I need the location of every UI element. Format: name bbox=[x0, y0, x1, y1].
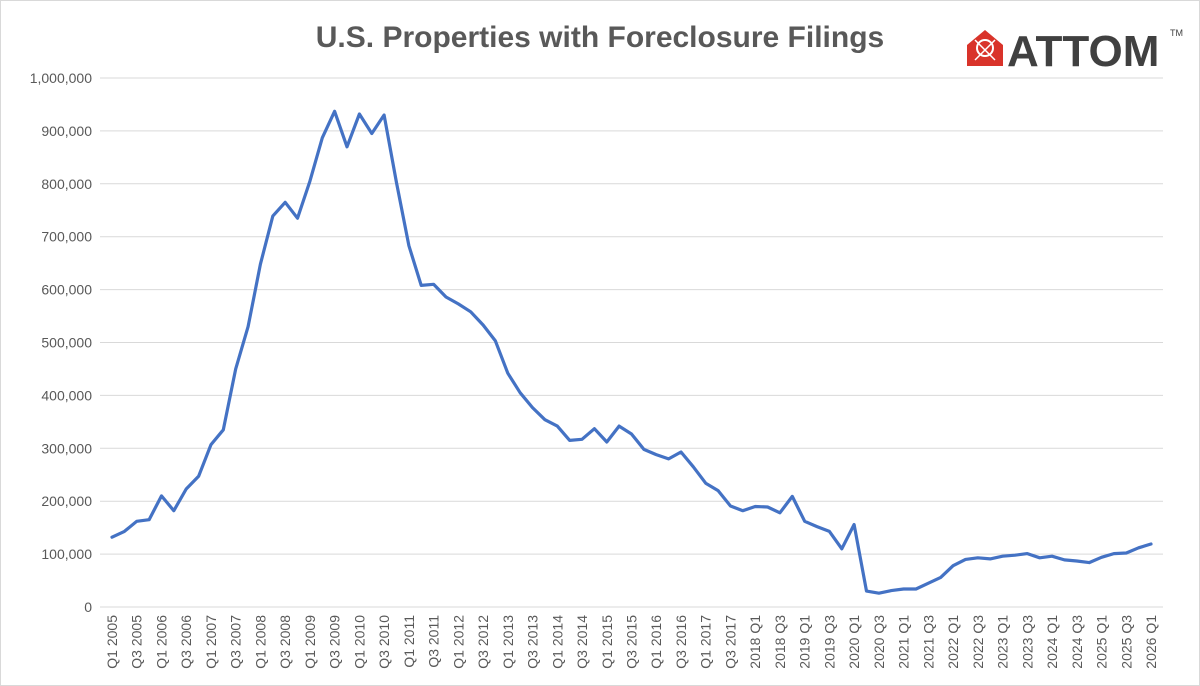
x-tick-label: 2023 Q1 bbox=[995, 615, 1011, 669]
y-tick-label: 1,000,000 bbox=[30, 70, 92, 86]
x-tick-label: Q3 2005 bbox=[129, 615, 145, 669]
gridlines bbox=[100, 77, 1163, 608]
x-tick-label: 2021 Q1 bbox=[896, 615, 912, 669]
x-tick-label: Q1 2011 bbox=[401, 615, 417, 668]
x-tick-label: 2018 Q1 bbox=[747, 615, 763, 669]
x-tick-label: 2021 Q3 bbox=[920, 615, 936, 669]
x-tick-label: Q1 2009 bbox=[302, 615, 318, 669]
x-tick-label: Q3 2008 bbox=[277, 615, 293, 669]
attom-logo-text: ATTOM bbox=[1007, 27, 1159, 76]
x-tick-label: 2018 Q3 bbox=[772, 615, 788, 669]
x-tick-label: Q3 2010 bbox=[376, 615, 392, 669]
x-tick-label: Q3 2009 bbox=[327, 615, 343, 669]
x-tick-label: 2024 Q1 bbox=[1044, 615, 1060, 669]
series-line-foreclosure-filings bbox=[110, 109, 1153, 595]
x-axis-ticks: Q1 2005 Q3 2005 Q1 2006 Q3 2006 Q1 2007 Q3 20… bbox=[104, 615, 1159, 669]
x-tick-label: Q1 2017 bbox=[698, 615, 714, 669]
x-tick-label: Q3 2014 bbox=[574, 615, 590, 669]
y-tick-label: 0 bbox=[84, 599, 92, 615]
x-tick-label: 2019 Q3 bbox=[821, 615, 837, 669]
x-tick-label: Q3 2007 bbox=[228, 615, 244, 669]
y-tick-label: 100,000 bbox=[41, 546, 92, 562]
x-tick-label: 2023 Q3 bbox=[1019, 615, 1035, 669]
x-tick-label: Q3 2016 bbox=[673, 615, 689, 669]
x-tick-label: 2019 Q1 bbox=[797, 615, 813, 669]
x-tick-label: Q1 2016 bbox=[648, 615, 664, 669]
x-tick-label: 2025 Q1 bbox=[1094, 615, 1110, 669]
series-layer bbox=[110, 109, 1153, 595]
x-tick-label: Q3 2012 bbox=[475, 615, 491, 669]
x-tick-label: 2020 Q1 bbox=[846, 615, 862, 669]
y-tick-label: 200,000 bbox=[41, 493, 92, 509]
x-tick-label: Q1 2014 bbox=[549, 615, 565, 669]
x-tick-label: Q3 2015 bbox=[624, 615, 640, 669]
x-tick-label: Q1 2015 bbox=[599, 615, 615, 669]
x-tick-label: Q1 2007 bbox=[203, 615, 219, 669]
x-tick-label: 2020 Q3 bbox=[871, 615, 887, 669]
x-tick-label: Q3 2006 bbox=[178, 615, 194, 669]
x-tick-label: 2026 Q1 bbox=[1143, 615, 1159, 669]
x-tick-label: 2025 Q3 bbox=[1118, 615, 1134, 669]
attom-logo-mark-icon bbox=[967, 30, 1003, 66]
chart-title: U.S. Properties with Foreclosure Filings bbox=[316, 21, 884, 54]
y-axis-ticks: 0 100,000 200,000 300,000 400,000 500,000 600,… bbox=[30, 70, 93, 615]
attom-logo-tm: TM bbox=[1170, 28, 1183, 38]
y-tick-label: 600,000 bbox=[41, 282, 92, 298]
y-tick-label: 300,000 bbox=[41, 440, 92, 456]
x-tick-label: Q3 2017 bbox=[722, 615, 738, 669]
x-tick-label: Q1 2013 bbox=[500, 615, 516, 669]
x-tick-label: Q3 2013 bbox=[525, 615, 541, 669]
y-tick-label: 700,000 bbox=[41, 229, 92, 245]
x-tick-label: Q3 2011 bbox=[426, 615, 442, 668]
x-tick-label: Q1 2005 bbox=[104, 615, 120, 669]
x-tick-label: Q1 2010 bbox=[351, 615, 367, 669]
x-tick-label: 2022 Q3 bbox=[970, 615, 986, 669]
y-tick-label: 500,000 bbox=[41, 335, 92, 351]
y-tick-label: 900,000 bbox=[41, 123, 92, 139]
x-tick-label: Q1 2012 bbox=[450, 615, 466, 669]
x-tick-label: 2024 Q3 bbox=[1069, 615, 1085, 669]
attom-logo: ATTOM TM bbox=[967, 27, 1183, 76]
x-tick-label: 2022 Q1 bbox=[945, 615, 961, 669]
y-tick-label: 800,000 bbox=[41, 176, 92, 192]
x-tick-label: Q1 2006 bbox=[153, 615, 169, 669]
y-tick-label: 400,000 bbox=[41, 387, 92, 403]
x-tick-label: Q1 2008 bbox=[252, 615, 268, 669]
